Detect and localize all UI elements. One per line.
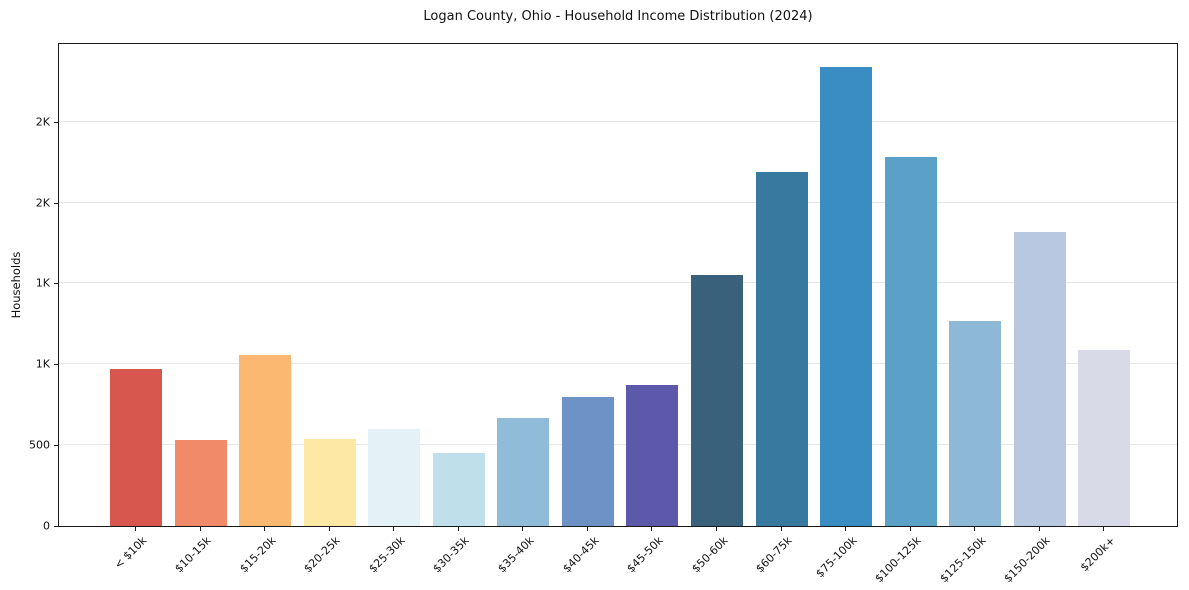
x-tick-label: $15-20k: [237, 534, 279, 576]
y-tick-label: 1K: [35, 357, 50, 371]
y-tick-label: 2K: [35, 196, 50, 209]
bar--15-20k: [239, 354, 292, 526]
x-tick-mark: [1038, 527, 1040, 531]
x-tick-label: $60-75k: [753, 534, 795, 576]
gridline: [59, 363, 1177, 365]
x-tick-mark: [393, 527, 395, 531]
x-tick-mark: [522, 527, 524, 531]
y-tick-mark: [54, 445, 58, 447]
x-tick-label: $35-40k: [495, 534, 537, 576]
y-tick-mark: [54, 283, 58, 285]
y-tick-mark: [54, 202, 58, 204]
x-tick-mark: [845, 527, 847, 531]
x-tick-label: $40-45k: [559, 534, 602, 576]
x-tick-label: $100-125k: [872, 534, 924, 586]
bar--60-75k: [755, 171, 808, 526]
bar--150-200k: [1013, 231, 1066, 526]
x-tick-label: < $10k: [111, 534, 150, 572]
x-tick-label: $200k+: [1077, 534, 1118, 575]
bar--45-50k: [626, 385, 679, 526]
bar--20-25k: [303, 438, 356, 526]
y-tick-mark: [54, 526, 58, 527]
y-tick-label: 2K: [35, 115, 50, 129]
x-tick-mark: [199, 527, 201, 531]
x-tick-label: $25-30k: [366, 534, 408, 576]
y-tick-mark: [54, 121, 58, 123]
y-tick-label: 1K: [35, 276, 50, 290]
bar--10-15k: [174, 440, 227, 526]
bar--125-150k: [949, 320, 1002, 526]
gridline: [59, 444, 1177, 446]
x-tick-label: $75-100k: [813, 534, 860, 581]
bar--35-40k: [497, 418, 550, 526]
gridline: [59, 282, 1177, 284]
x-tick-mark: [135, 527, 136, 531]
x-tick-label: $10-15k: [172, 534, 214, 576]
plot-area: [58, 43, 1178, 527]
x-tick-mark: [780, 527, 782, 531]
gridline: [59, 201, 1177, 203]
x-tick-mark: [715, 527, 717, 531]
chart-title: Logan County, Ohio - Household Income Di…: [423, 9, 813, 24]
bar--10k: [110, 369, 162, 526]
x-tick-mark: [328, 527, 330, 531]
x-tick-label: $125-150k: [937, 534, 989, 586]
x-tick-label: $30-35k: [430, 534, 472, 576]
y-tick-label: 0: [43, 519, 50, 533]
x-tick-mark: [264, 527, 266, 531]
bar--100-125k: [884, 157, 937, 526]
x-tick-label: $50-60k: [688, 534, 731, 576]
x-tick-label: $150-200k: [1001, 534, 1053, 586]
y-tick-label: 500: [29, 438, 50, 452]
x-tick-mark: [586, 527, 588, 531]
x-tick-mark: [651, 527, 653, 531]
y-tick-mark: [54, 364, 58, 366]
x-tick-label: $20-25k: [301, 534, 343, 576]
x-tick-mark: [1103, 527, 1105, 531]
x-tick-mark: [974, 527, 976, 531]
bar--30-35k: [432, 453, 485, 526]
x-tick-mark: [457, 527, 459, 531]
bar--200k+: [1078, 349, 1131, 526]
bar--50-60k: [690, 275, 743, 526]
bar--40-45k: [561, 396, 614, 526]
x-tick-label: $45-50k: [624, 534, 666, 576]
gridline: [59, 120, 1177, 122]
bar--25-30k: [368, 428, 421, 526]
x-tick-mark: [909, 527, 911, 531]
bar--75-100k: [820, 66, 873, 526]
